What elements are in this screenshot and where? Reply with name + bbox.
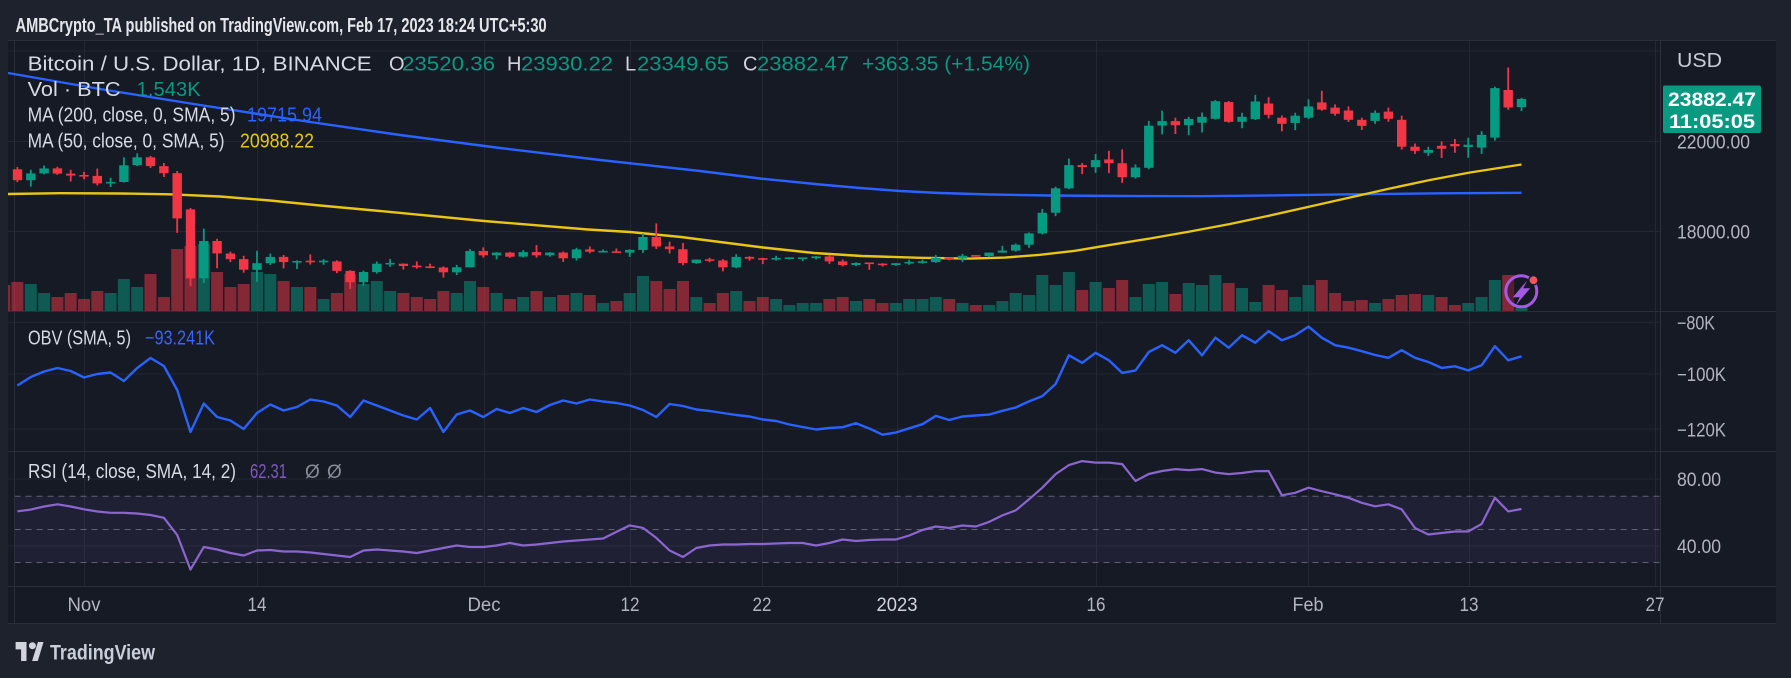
svg-text:80.00: 80.00: [1677, 470, 1721, 491]
svg-text:Ø: Ø: [327, 462, 342, 483]
svg-text:13: 13: [1460, 595, 1479, 616]
svg-text:TradingView: TradingView: [50, 642, 156, 665]
svg-text:16: 16: [1087, 595, 1106, 616]
svg-text:MA (50, close, 0, SMA, 5): MA (50, close, 0, SMA, 5): [28, 131, 225, 153]
svg-text:14: 14: [248, 595, 267, 616]
svg-text:23520.36: 23520.36: [402, 54, 495, 76]
svg-text:2023: 2023: [877, 595, 918, 616]
svg-text:+363.35 (+1.54%): +363.35 (+1.54%): [862, 54, 1030, 76]
svg-text:AMBCrypto_TA published on Trad: AMBCrypto_TA published on TradingView.co…: [16, 15, 547, 37]
svg-text:L: L: [625, 54, 636, 76]
svg-text:Feb: Feb: [1293, 595, 1324, 616]
svg-text:1.543K: 1.543K: [137, 79, 202, 101]
svg-text:23882.47: 23882.47: [1668, 89, 1756, 111]
svg-text:−120K: −120K: [1677, 420, 1726, 441]
svg-text:18000.00: 18000.00: [1677, 223, 1750, 244]
svg-text:H: H: [507, 54, 521, 76]
svg-text:−100K: −100K: [1677, 365, 1726, 386]
svg-text:OBV (SMA, 5): OBV (SMA, 5): [28, 328, 131, 350]
svg-text:22: 22: [753, 595, 772, 616]
svg-text:Ø: Ø: [305, 462, 320, 483]
svg-text:Bitcoin / U.S. Dollar, 1D, BIN: Bitcoin / U.S. Dollar, 1D, BINANCE: [28, 54, 372, 76]
svg-text:11:05:05: 11:05:05: [1669, 111, 1755, 133]
svg-text:23349.65: 23349.65: [637, 54, 729, 76]
svg-text:40.00: 40.00: [1677, 537, 1721, 558]
svg-text:−80K: −80K: [1677, 313, 1715, 334]
svg-text:12: 12: [621, 595, 640, 616]
svg-text:23930.22: 23930.22: [521, 54, 613, 76]
svg-text:RSI (14, close, SMA, 14, 2): RSI (14, close, SMA, 14, 2): [28, 461, 236, 483]
svg-text:USD: USD: [1677, 50, 1722, 72]
svg-text:62.31: 62.31: [250, 461, 287, 483]
svg-text:20988.22: 20988.22: [240, 131, 314, 153]
svg-text:Vol · BTC: Vol · BTC: [28, 79, 121, 101]
svg-text:−93.241K: −93.241K: [145, 328, 216, 350]
svg-text:Dec: Dec: [468, 595, 501, 616]
svg-text:Nov: Nov: [68, 595, 101, 616]
svg-text:19715.94: 19715.94: [247, 105, 322, 127]
svg-text:C: C: [743, 54, 757, 76]
svg-text:O: O: [389, 54, 405, 76]
svg-text:MA (200, close, 0, SMA, 5): MA (200, close, 0, SMA, 5): [28, 105, 236, 127]
svg-text:23882.47: 23882.47: [757, 54, 849, 76]
svg-text:27: 27: [1646, 595, 1665, 616]
svg-text:22000.00: 22000.00: [1677, 133, 1750, 154]
